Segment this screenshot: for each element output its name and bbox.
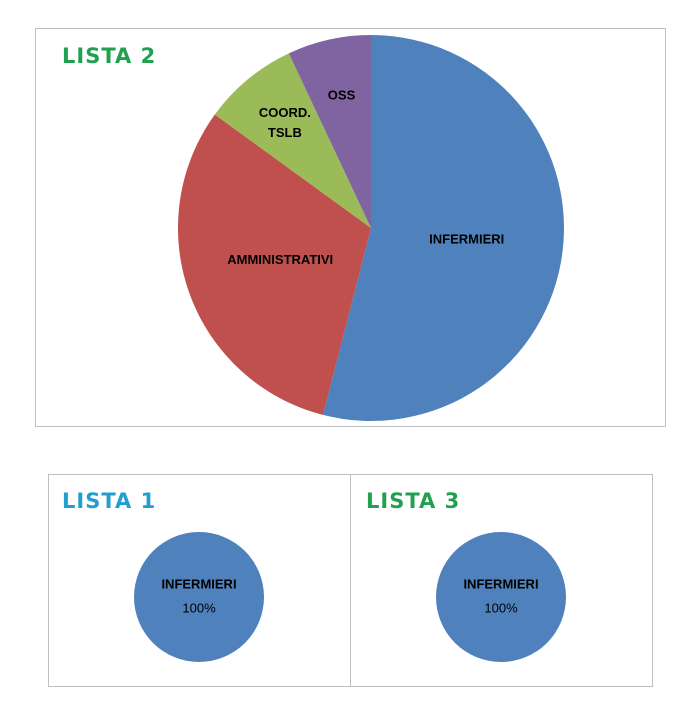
pie-slice <box>134 532 264 662</box>
slice-label: INFERMIERI <box>429 232 504 247</box>
pie-slice <box>288 35 371 228</box>
chart-title: LISTA 1 <box>62 489 156 513</box>
slice-value-label: 100% <box>182 600 216 615</box>
slice-value-label: 100% <box>484 600 518 615</box>
pie-slice <box>436 532 566 662</box>
slice-label: COORD. TSLB <box>259 105 311 140</box>
pie-slice <box>323 35 564 422</box>
slice-label: INFERMIERI <box>463 576 538 591</box>
slice-label: OSS <box>328 88 356 103</box>
pie-slice <box>178 114 371 415</box>
slice-label: INFERMIERI <box>161 576 236 591</box>
chart-title: LISTA 2 <box>62 44 156 68</box>
slice-label: AMMINISTRATIVI <box>227 252 333 267</box>
pie-slice <box>214 53 371 228</box>
chart-title: LISTA 3 <box>366 489 460 513</box>
